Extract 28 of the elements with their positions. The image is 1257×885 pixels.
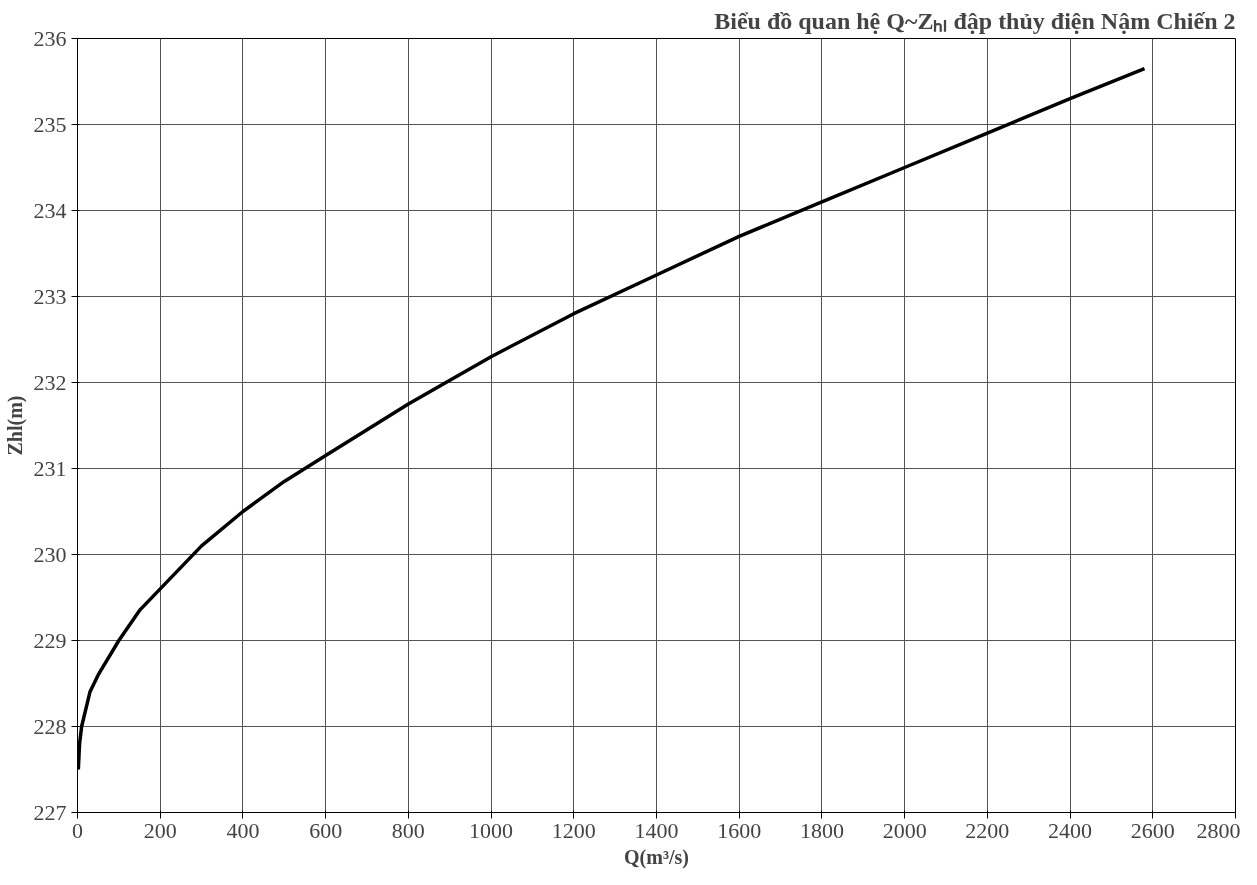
x-tick-label: 1800 — [799, 817, 844, 843]
x-axis-title: Q(m³/s) — [624, 845, 689, 869]
y-tick-label: 235 — [33, 111, 67, 137]
x-tick-label: 800 — [391, 817, 425, 843]
x-tick-label: 1200 — [551, 817, 596, 843]
y-axis-title: Zhl(m) — [3, 395, 27, 456]
x-tick-label: 2600 — [1130, 817, 1175, 843]
x-tick-label: 2200 — [965, 817, 1010, 843]
x-tick-label: 2000 — [882, 817, 927, 843]
chart-title: Biểu đồ quan hệ Q~Zₕₗ đập thủy điện Nậm Chiến 2 — [714, 7, 1236, 34]
x-tick-label: 1400 — [634, 817, 679, 843]
y-tick-label: 228 — [33, 713, 67, 739]
x-tick-label: 400 — [226, 817, 260, 843]
y-tick-label: 227 — [33, 799, 67, 825]
y-tick-label: 234 — [33, 197, 67, 223]
x-tick-label: 0 — [72, 817, 83, 843]
x-tick-label: 2800 — [1196, 817, 1241, 843]
y-tick-label: 233 — [33, 283, 67, 309]
y-tick-label: 231 — [33, 455, 67, 481]
x-tick-label: 1600 — [717, 817, 762, 843]
y-tick-label: 230 — [33, 541, 67, 567]
y-tick-label: 236 — [33, 25, 67, 51]
x-tick-label: 200 — [143, 817, 177, 843]
y-tick-label: 229 — [33, 627, 67, 653]
x-tick-label: 1000 — [469, 817, 514, 843]
x-tick-label: 600 — [309, 817, 343, 843]
y-tick-label: 232 — [33, 369, 67, 395]
x-tick-label: 2400 — [1048, 817, 1093, 843]
